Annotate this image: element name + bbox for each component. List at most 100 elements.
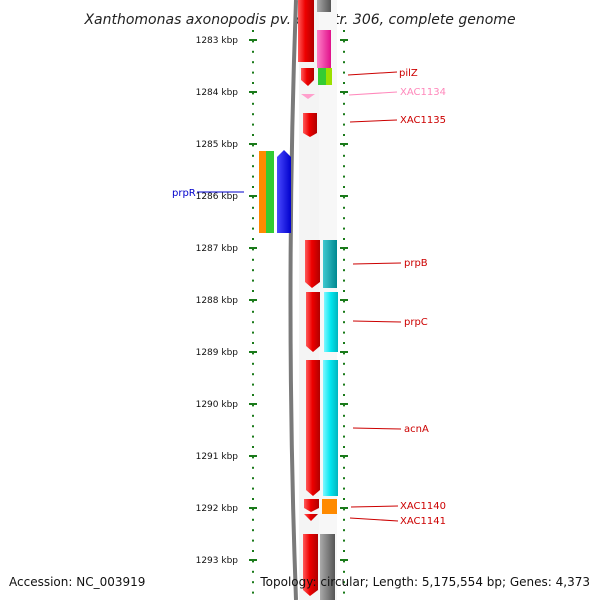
label-leaders — [197, 71, 402, 522]
tick-dot — [252, 238, 254, 240]
gene-XAC1140[interactable] — [304, 499, 319, 512]
tick-dot — [343, 196, 345, 199]
gene-block[interactable] — [298, 0, 314, 62]
gene-block[interactable] — [323, 360, 338, 496]
tick-dot — [252, 373, 254, 376]
tick-dot — [252, 539, 254, 542]
tick-dot — [343, 186, 345, 188]
gene-label-pilZ[interactable]: pilZ — [399, 68, 418, 79]
kbp-label: 1285 kbp — [196, 140, 239, 150]
gene-block[interactable] — [322, 499, 337, 514]
tick-dot — [252, 394, 254, 396]
gene-XAC1134[interactable] — [301, 94, 315, 99]
gene-block[interactable] — [320, 534, 335, 600]
tick-dot — [252, 206, 254, 209]
kbp-label: 1292 kbp — [196, 504, 239, 514]
genome-backbone — [288, 0, 298, 600]
tick-dot — [252, 61, 254, 64]
tick-dot — [343, 71, 345, 74]
gene-prpR[interactable] — [277, 150, 291, 233]
gene-XAC1135[interactable] — [303, 113, 317, 137]
tick-dot — [343, 404, 345, 407]
kbp-label: 1287 kbp — [196, 244, 239, 254]
gene-block[interactable] — [303, 534, 318, 596]
gene-label-XAC1135[interactable]: XAC1135 — [400, 115, 446, 126]
gene-block[interactable] — [323, 240, 337, 288]
tick-dot — [343, 352, 345, 355]
tick-dot — [343, 342, 345, 344]
tick-dot — [252, 591, 254, 594]
tick-dot — [252, 342, 254, 344]
tick-dot — [252, 227, 254, 230]
tick-dot — [343, 61, 345, 64]
tick-dot — [343, 144, 345, 147]
tick-dot — [252, 92, 254, 95]
tick-dot — [343, 425, 345, 428]
tick-dot — [343, 435, 345, 438]
tick-dot — [343, 373, 345, 376]
tick-dot — [252, 50, 254, 53]
gene-prpB[interactable] — [305, 240, 320, 288]
gene-label-XAC1134[interactable]: XAC1134 — [400, 87, 446, 98]
gene-label-prpB[interactable]: prpB — [404, 258, 428, 269]
tick-dot — [343, 134, 345, 136]
tick-dot — [343, 113, 345, 116]
gene-prpC[interactable] — [306, 292, 320, 352]
tick-dot — [252, 175, 254, 178]
tick-dot — [343, 50, 345, 53]
major-tick — [249, 507, 257, 509]
tick-dot — [343, 154, 345, 157]
gene-block[interactable] — [259, 151, 267, 233]
major-tick — [340, 403, 348, 405]
major-tick — [340, 507, 348, 509]
gene-label-acnA[interactable]: acnA — [404, 424, 429, 435]
gene-label-prpR[interactable]: prpR — [172, 188, 196, 199]
gene-acnA[interactable] — [306, 360, 320, 496]
gene-block[interactable] — [317, 30, 331, 68]
tick-dot — [343, 279, 345, 282]
right-tick-track — [340, 30, 348, 594]
tick-dot — [343, 466, 345, 469]
kbp-label: 1286 kbp — [196, 192, 239, 202]
gene-label-XAC1141[interactable]: XAC1141 — [400, 516, 446, 527]
gene-XAC1141[interactable] — [304, 514, 318, 521]
major-tick — [249, 247, 257, 249]
tick-dot — [343, 217, 345, 220]
gene-block[interactable] — [317, 0, 331, 12]
gene-label-XAC1140[interactable]: XAC1140 — [400, 501, 446, 512]
gene-labels: pilZ XAC1134 XAC1135 prpR prpB prpC acnA… — [172, 68, 446, 527]
tick-dot — [252, 123, 254, 126]
left-tick-track — [249, 30, 257, 594]
gene-block[interactable] — [318, 68, 326, 85]
major-tick — [340, 351, 348, 353]
tick-dot — [252, 550, 254, 552]
tick-dot — [343, 498, 345, 500]
kbp-ruler: 1283 kbp 1284 kbp 1285 kbp 1286 kbp 1287… — [196, 36, 239, 566]
tick-dot — [252, 529, 254, 532]
tick-dot — [252, 435, 254, 438]
gene-pilZ[interactable] — [301, 68, 314, 86]
gene-label-prpC[interactable]: prpC — [404, 317, 428, 328]
tick-dot — [343, 102, 345, 105]
topology-text: Topology: circular; Length: 5,175,554 bp… — [259, 575, 590, 589]
gene-block[interactable] — [266, 151, 274, 233]
kbp-label: 1284 kbp — [196, 88, 239, 98]
major-tick — [249, 195, 257, 197]
tick-dot — [343, 92, 345, 95]
kbp-label: 1293 kbp — [196, 556, 239, 566]
tick-dot — [343, 248, 345, 251]
tick-dot — [252, 477, 254, 480]
tick-dot — [343, 300, 345, 303]
tick-dot — [343, 383, 345, 386]
tick-dot — [343, 269, 345, 272]
major-tick — [249, 351, 257, 353]
gene-block[interactable] — [326, 68, 332, 85]
gene-block[interactable] — [324, 292, 338, 352]
major-tick — [340, 39, 348, 41]
tick-dot — [252, 71, 254, 74]
major-tick — [249, 559, 257, 561]
major-tick — [340, 299, 348, 301]
major-tick — [340, 91, 348, 93]
kbp-label: 1288 kbp — [196, 296, 239, 306]
tick-dot — [343, 487, 345, 490]
